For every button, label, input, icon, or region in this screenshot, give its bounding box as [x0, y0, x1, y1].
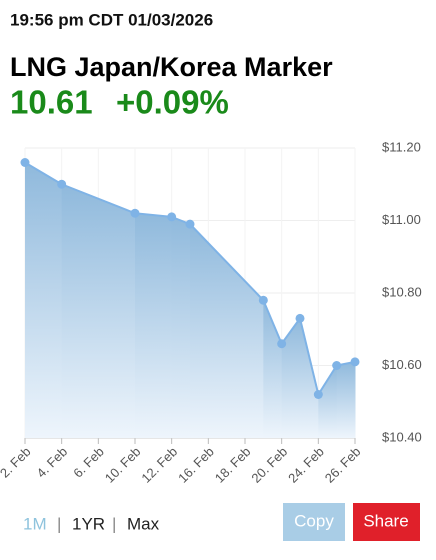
point — [130, 208, 140, 218]
point — [313, 390, 323, 399]
point — [185, 219, 195, 229]
line-segment — [24, 161, 63, 186]
x-tick-label: 18. Feb — [212, 444, 254, 486]
area-segment — [25, 162, 63, 438]
area-segment — [135, 213, 173, 438]
point — [167, 212, 177, 222]
tab-1m[interactable]: 1M — [23, 514, 47, 533]
separator: | — [57, 514, 61, 533]
line-segment — [189, 223, 265, 301]
share-label[interactable]: Share — [363, 511, 408, 530]
timestamp: 19:56 pm CDT 01/03/2026 — [10, 10, 213, 29]
area-segment — [281, 318, 301, 438]
copy-label[interactable]: Copy — [294, 511, 334, 530]
point — [57, 179, 67, 189]
x-tick-label: 12. Feb — [138, 444, 180, 486]
point — [258, 295, 268, 305]
share-button[interactable] — [353, 503, 420, 541]
line-segment — [317, 364, 338, 396]
area-segment — [171, 216, 191, 438]
line-segment — [280, 317, 301, 345]
y-tick-label: $10.80 — [382, 284, 422, 299]
separator: | — [112, 514, 116, 533]
point — [277, 339, 287, 349]
point — [350, 357, 360, 367]
x-tick-label: 20. Feb — [248, 444, 290, 486]
area-segment — [190, 224, 264, 438]
y-tick-label: $11.20 — [382, 139, 421, 154]
plot: $10.40 $10.60 $10.80 $11.00 $11.20 2. Feb 4. F… — [0, 139, 422, 485]
line-segment — [262, 299, 283, 345]
tab-1yr[interactable]: 1YR — [72, 514, 105, 533]
x-tick-label: 16. Feb — [175, 444, 217, 486]
area-segment — [318, 365, 338, 438]
area-segment — [336, 361, 356, 438]
y-tick-label: $11.00 — [382, 212, 421, 227]
point — [295, 313, 305, 323]
x-tick-label: 2. Feb — [0, 444, 34, 481]
copy-button[interactable] — [283, 503, 345, 541]
title: LNG Japan/Korea Marker — [10, 52, 333, 82]
range-tabs: 1M | 1YR | Max — [23, 514, 160, 533]
line-segment — [299, 318, 320, 395]
price-change: +0.09% — [116, 84, 229, 121]
area-segment — [61, 184, 136, 438]
x-tick-label: 26. Feb — [322, 444, 364, 486]
y-tick-label: $10.60 — [382, 357, 422, 372]
point — [20, 158, 30, 167]
price: 10.61 — [10, 84, 93, 121]
y-tick-label: $10.40 — [382, 429, 422, 444]
line-segment — [134, 212, 172, 218]
x-tick-label: 4. Feb — [34, 444, 71, 481]
x-tick-label: 24. Feb — [285, 444, 327, 486]
point — [332, 361, 342, 370]
tab-max[interactable]: Max — [127, 514, 160, 533]
area-segment — [300, 318, 319, 438]
line-segment — [61, 183, 136, 215]
x-tick-label: 10. Feb — [102, 444, 144, 486]
